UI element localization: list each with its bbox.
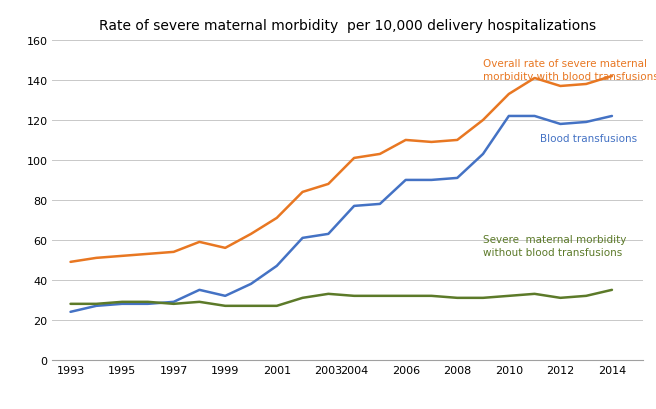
Text: Severe  maternal morbidity
without blood transfusions: Severe maternal morbidity without blood … (483, 234, 626, 257)
Text: Blood transfusions: Blood transfusions (540, 134, 637, 144)
Title: Rate of severe maternal morbidity  per 10,000 delivery hospitalizations: Rate of severe maternal morbidity per 10… (99, 19, 596, 33)
Text: Overall rate of severe maternal
morbidity with blood transfusions: Overall rate of severe maternal morbidit… (483, 59, 656, 82)
